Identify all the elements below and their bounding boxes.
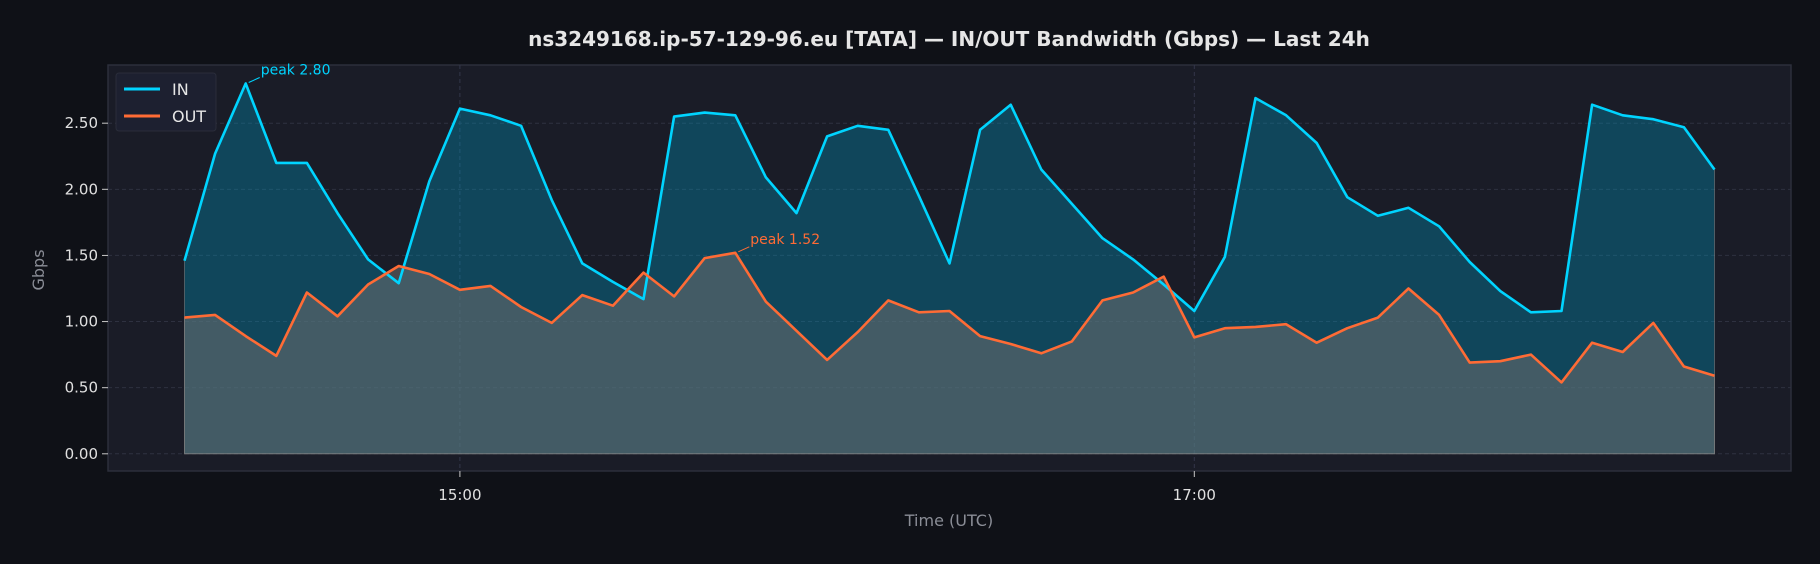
annotation-label: peak 1.52 — [750, 232, 820, 248]
x-axis-label: Time (UTC) — [904, 511, 993, 530]
x-tick-label: 17:00 — [1173, 486, 1216, 504]
y-tick-label: 1.50 — [65, 246, 98, 264]
legend-label-out: OUT — [172, 107, 206, 126]
y-tick-label: 2.50 — [65, 114, 98, 132]
y-tick-label: 0.00 — [65, 445, 98, 463]
chart-title: ns3249168.ip-57-129-96.eu [TATA] — IN/OU… — [528, 27, 1370, 51]
legend: IN OUT — [116, 73, 216, 131]
legend-label-in: IN — [172, 80, 189, 99]
x-tick-label: 15:00 — [438, 486, 481, 504]
y-axis-label: Gbps — [29, 249, 48, 290]
y-tick-label: 2.00 — [65, 180, 98, 198]
y-tick-label: 0.50 — [65, 379, 98, 397]
annotation-label: peak 2.80 — [261, 63, 331, 79]
y-tick-label: 1.00 — [65, 313, 98, 331]
